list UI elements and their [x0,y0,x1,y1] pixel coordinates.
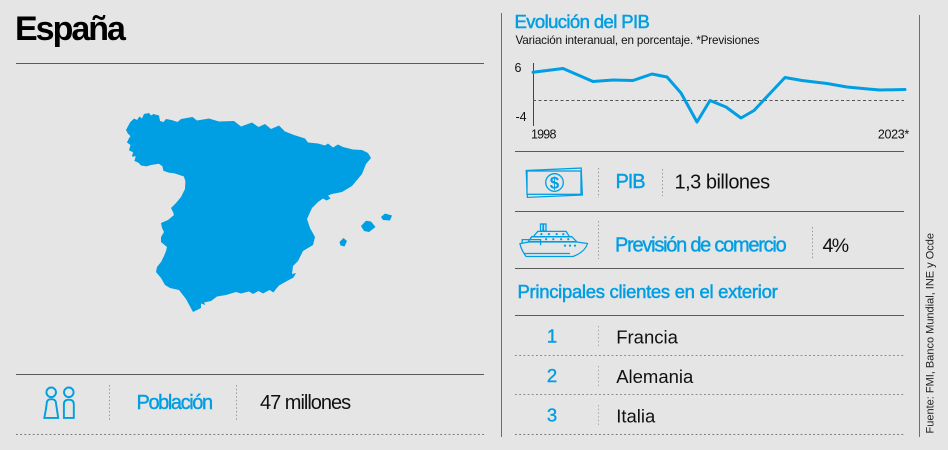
svg-text:47 millones: 47 millones [260,392,351,414]
svg-text:2023*: 2023* [878,128,910,142]
svg-text:$: $ [550,173,560,192]
svg-text:1: 1 [547,325,557,346]
svg-text:2: 2 [547,365,557,386]
svg-text:3: 3 [547,405,557,426]
svg-text:Italia: Italia [616,405,656,426]
svg-text:España: España [15,10,127,48]
svg-text:Alemania: Alemania [616,366,694,387]
svg-text:Francia: Francia [616,327,678,348]
svg-text:Evolución del PIB: Evolución del PIB [515,11,650,32]
svg-text:6: 6 [515,61,522,75]
svg-text:Fuente: FMI, Banco Mundial, IN: Fuente: FMI, Banco Mundial, INE y Ocde [925,233,937,434]
svg-text:-4: -4 [516,110,527,124]
svg-text:Población: Población [137,392,213,414]
svg-text:Previsión de comercio: Previsión de comercio [615,235,787,257]
svg-text:PIB: PIB [616,171,646,193]
svg-text:4%: 4% [823,235,849,257]
svg-text:1998: 1998 [531,128,556,142]
svg-text:Variación interanual, en porce: Variación interanual, en porcentaje. *Pr… [516,34,760,47]
svg-text:1,3 billones: 1,3 billones [675,171,771,193]
svg-text:Principales clientes en el ext: Principales clientes en el exterior [518,281,778,302]
